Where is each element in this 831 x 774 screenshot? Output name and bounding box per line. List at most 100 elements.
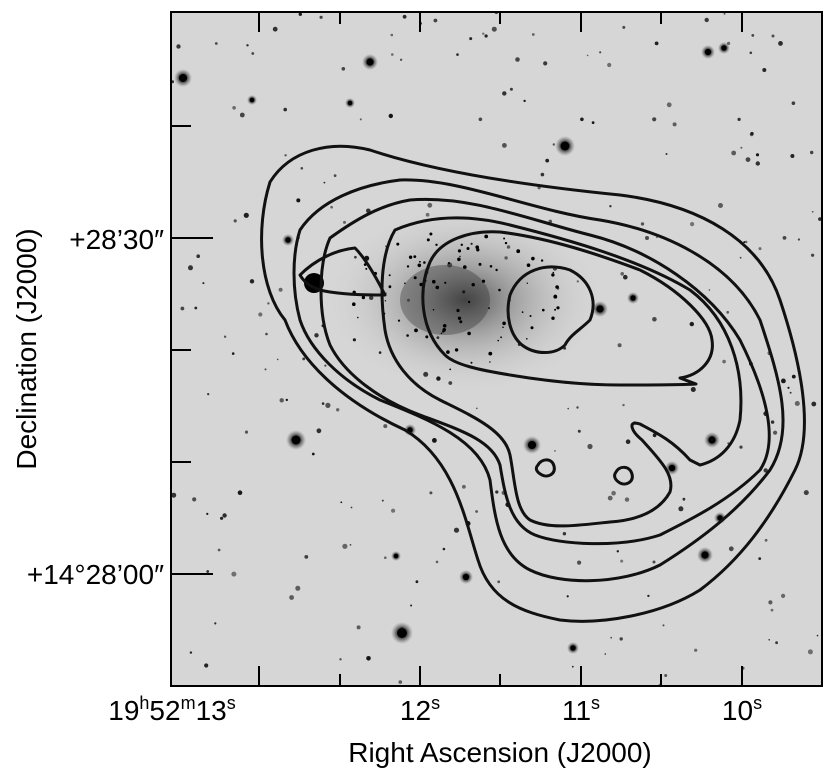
contour-level-6d xyxy=(613,465,634,486)
faint-star xyxy=(196,254,200,258)
faint-star xyxy=(580,117,584,122)
faint-star xyxy=(616,550,619,553)
faint-star xyxy=(478,117,483,122)
galaxy-star xyxy=(552,271,555,274)
faint-star xyxy=(552,143,555,146)
faint-star xyxy=(383,424,388,429)
faint-star xyxy=(678,506,684,512)
galaxy-star xyxy=(500,336,502,339)
galaxy-star xyxy=(526,338,528,340)
faint-star xyxy=(652,560,656,564)
faint-star xyxy=(425,212,430,217)
faint-star xyxy=(737,117,741,121)
faint-star xyxy=(176,44,181,49)
faint-star xyxy=(429,491,433,495)
faint-star xyxy=(407,298,410,302)
faint-star xyxy=(577,429,581,433)
faint-star xyxy=(475,407,478,410)
faint-star xyxy=(378,351,382,354)
faint-star xyxy=(482,32,485,35)
faint-star xyxy=(497,580,501,584)
faint-star xyxy=(718,203,723,208)
faint-star xyxy=(739,256,742,259)
galaxy-star xyxy=(406,334,409,337)
faint-star xyxy=(682,497,686,501)
faint-star xyxy=(398,680,403,684)
bright-star-core xyxy=(366,58,374,66)
faint-star xyxy=(755,153,760,157)
contour-level-5 xyxy=(421,230,714,387)
galaxy-star xyxy=(467,300,471,304)
galaxy-star xyxy=(467,331,471,336)
faint-star xyxy=(566,595,569,598)
faint-star xyxy=(324,364,327,367)
faint-star xyxy=(502,143,507,148)
galaxy-star xyxy=(419,260,421,263)
galaxy-star xyxy=(435,243,438,246)
galaxy-star xyxy=(361,295,366,300)
faint-star xyxy=(427,202,433,208)
faint-star xyxy=(415,580,419,584)
galaxy-star xyxy=(456,308,460,313)
faint-star xyxy=(576,280,579,283)
faint-star xyxy=(797,238,801,241)
faint-star xyxy=(787,386,790,389)
contour-level-1 xyxy=(260,144,806,623)
faint-star xyxy=(339,658,342,661)
faint-star xyxy=(619,637,623,641)
faint-star xyxy=(622,25,626,29)
faint-star xyxy=(289,595,294,600)
faint-star xyxy=(272,26,278,32)
faint-star xyxy=(264,368,267,371)
faint-star xyxy=(311,452,315,456)
galaxy-star xyxy=(429,232,433,236)
contour-level-6a xyxy=(506,265,595,354)
faint-star xyxy=(728,546,734,552)
faint-star xyxy=(652,117,657,122)
faint-star xyxy=(276,358,279,361)
galaxy-star xyxy=(542,308,545,312)
galaxy-star xyxy=(503,237,506,240)
faint-star xyxy=(751,34,755,37)
x-tick-label-1: 12s xyxy=(400,693,440,726)
faint-star xyxy=(323,181,326,184)
faint-star xyxy=(758,247,762,251)
faint-star xyxy=(298,12,302,16)
faint-star xyxy=(251,52,255,55)
faint-star xyxy=(206,512,209,516)
faint-star xyxy=(391,53,394,56)
faint-star xyxy=(740,146,743,149)
y-tick-label-1: +14°28’00″ xyxy=(27,559,164,590)
faint-star xyxy=(773,430,778,435)
bright-star-core xyxy=(630,295,636,301)
faint-star xyxy=(762,68,767,72)
faint-star xyxy=(354,255,357,259)
galaxy-star xyxy=(457,249,462,253)
faint-star xyxy=(789,391,792,394)
faint-star xyxy=(811,401,817,407)
faint-star xyxy=(448,381,453,385)
galaxy-star xyxy=(526,282,528,284)
faint-star xyxy=(586,54,589,57)
faint-star xyxy=(171,492,177,498)
faint-star xyxy=(531,33,535,36)
faint-star xyxy=(491,26,497,32)
faint-star xyxy=(239,112,245,118)
galaxy-star xyxy=(530,326,534,330)
faint-star xyxy=(587,443,593,450)
faint-star xyxy=(202,282,205,285)
faint-star xyxy=(604,653,607,655)
galaxy-star xyxy=(504,241,508,245)
faint-star xyxy=(300,167,304,170)
faint-star xyxy=(654,41,659,46)
faint-star xyxy=(278,287,283,292)
faint-star xyxy=(722,359,726,364)
faint-star xyxy=(314,333,319,338)
faint-star xyxy=(410,604,413,607)
faint-star xyxy=(504,256,508,260)
contour-level-6b xyxy=(298,246,387,297)
galaxy-star xyxy=(442,328,447,332)
faint-star xyxy=(781,593,786,599)
galaxy-star xyxy=(423,261,426,264)
faint-star xyxy=(475,510,478,513)
